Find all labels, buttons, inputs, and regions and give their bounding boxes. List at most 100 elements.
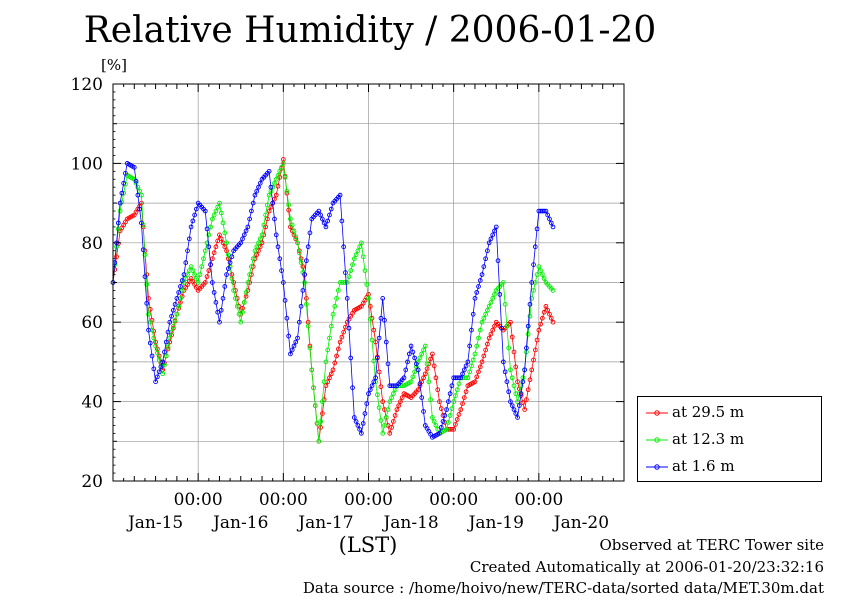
interp-point <box>206 232 212 238</box>
interp-point <box>272 216 277 222</box>
data-point <box>252 192 258 198</box>
data-point <box>153 343 158 349</box>
data-point <box>273 176 279 182</box>
interp-point <box>445 420 451 425</box>
interp-point <box>376 335 382 341</box>
data-point <box>167 319 173 325</box>
interp-point <box>454 417 460 422</box>
data-point <box>160 371 166 377</box>
data-point <box>522 407 527 412</box>
data-point <box>224 272 229 277</box>
data-point <box>415 367 421 373</box>
interp-point <box>527 377 533 383</box>
y-tick-label: 80 <box>81 234 103 254</box>
interp-point <box>499 325 504 331</box>
data-point <box>210 280 215 285</box>
interp-point <box>328 323 334 329</box>
data-point <box>323 359 329 365</box>
interp-point <box>456 412 462 417</box>
interp-point <box>325 347 331 353</box>
data-point <box>508 399 513 404</box>
interp-point <box>318 419 323 424</box>
data-point <box>536 327 542 333</box>
data-point <box>529 367 535 373</box>
interp-point <box>185 248 190 254</box>
interp-point <box>371 327 377 333</box>
interp-point <box>362 268 368 273</box>
interp-point <box>275 183 281 189</box>
interp-point <box>353 252 359 258</box>
interp-point <box>417 355 423 361</box>
data-point <box>131 165 137 170</box>
interp-point <box>144 282 150 287</box>
interp-point <box>348 355 354 361</box>
interp-point <box>201 256 206 262</box>
interp-point <box>534 226 540 232</box>
data-point <box>174 311 180 317</box>
footer-created: Created Automatically at 2006-01-20/23:3… <box>469 558 824 576</box>
interp-point <box>236 311 242 317</box>
interp-point <box>392 413 398 418</box>
interp-point <box>389 425 394 430</box>
interp-point <box>531 288 536 293</box>
data-point <box>316 438 322 444</box>
interp-point <box>190 218 196 224</box>
data-point <box>231 288 237 293</box>
interp-point <box>265 202 270 208</box>
interp-point <box>383 339 389 345</box>
interp-point <box>215 309 221 315</box>
interp-point <box>477 327 483 333</box>
interp-point <box>449 427 455 432</box>
interp-point <box>320 399 325 404</box>
interp-point <box>470 357 476 363</box>
interp-point <box>241 300 247 305</box>
interp-point <box>170 307 176 313</box>
data-point <box>373 339 378 345</box>
interp-point <box>289 222 295 228</box>
interp-point <box>506 389 512 395</box>
interp-point <box>123 170 128 176</box>
interp-point <box>298 303 304 309</box>
interp-point <box>470 311 476 317</box>
interp-point <box>211 212 217 218</box>
data-point <box>188 224 194 230</box>
data-point <box>437 431 442 436</box>
interp-point <box>392 383 398 389</box>
interp-point <box>378 418 384 423</box>
interp-point <box>421 375 426 381</box>
interp-point <box>178 284 183 289</box>
interp-point <box>398 399 403 404</box>
interp-point <box>206 244 212 250</box>
interp-point <box>140 247 146 253</box>
x-tick-date-label: Jan-19 <box>467 513 524 533</box>
interp-point <box>481 315 487 321</box>
interp-point <box>218 307 224 313</box>
interp-point <box>220 220 226 226</box>
interp-point <box>509 375 515 381</box>
interp-point <box>222 284 228 289</box>
data-point <box>344 280 350 285</box>
interp-point <box>204 226 210 232</box>
interp-point <box>357 244 362 250</box>
data-point <box>479 272 485 277</box>
interp-point <box>119 190 125 196</box>
x-tick-date-label: Jan-17 <box>296 513 353 533</box>
interp-point <box>511 349 517 355</box>
data-point <box>231 280 237 285</box>
data-point <box>245 224 251 230</box>
data-point <box>472 351 478 357</box>
interp-point <box>534 272 540 277</box>
interp-point <box>419 395 425 400</box>
interp-point <box>213 208 219 214</box>
interp-point <box>532 244 538 250</box>
series-2 <box>110 161 556 440</box>
interp-point <box>541 309 547 315</box>
interp-point <box>234 303 240 309</box>
data-point <box>359 431 364 436</box>
interp-point <box>382 317 387 323</box>
interp-point <box>204 274 210 279</box>
legend-swatch-blue <box>646 464 668 470</box>
data-point <box>351 415 357 420</box>
legend-swatch-red <box>646 410 668 416</box>
data-point <box>280 161 286 166</box>
